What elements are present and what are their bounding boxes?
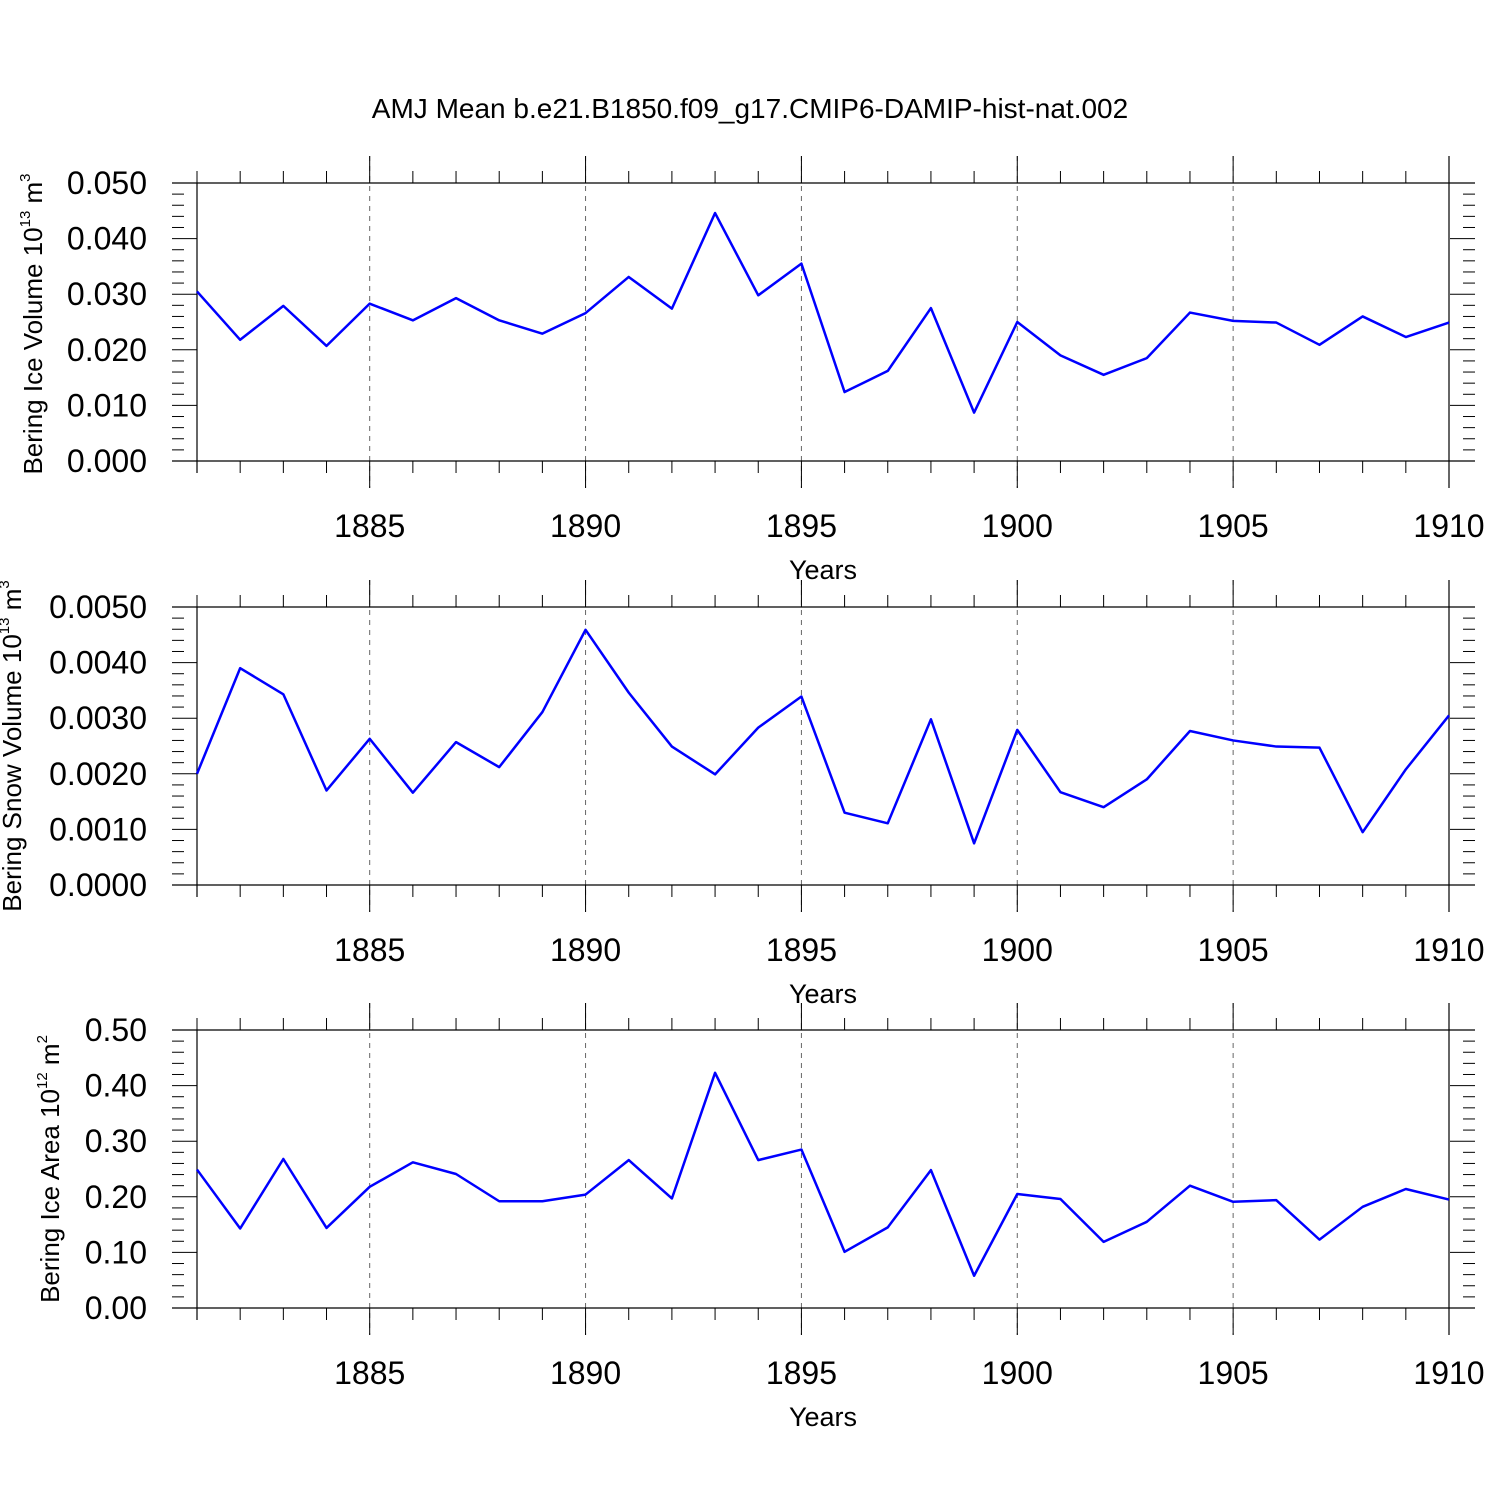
y-tick-label: 0.0020	[49, 756, 147, 792]
y-axis-label-unit-exponent: 3	[0, 580, 13, 588]
x-tick-label: 1890	[550, 1355, 621, 1391]
x-tick-label: 1905	[1198, 932, 1269, 968]
y-axis-label-text: Bering Ice Area 10	[35, 1089, 65, 1303]
chart-panel-1: 0.000 0.010 0.020 0.030 0.040 0.050 1885 1890 18…	[17, 156, 1485, 585]
panels: 0.000 0.010 0.020 0.030 0.040 0.050 1885 1890 18…	[0, 156, 1485, 1432]
series-line	[195, 628, 1450, 845]
x-tick-label: 1900	[982, 932, 1053, 968]
y-tick-label: 0.0050	[49, 589, 147, 625]
y-tick-label: 0.010	[67, 387, 147, 423]
y-axis-label-exponent: 13	[0, 618, 13, 635]
y-tick-label: 0.030	[67, 276, 147, 312]
y-tick-label: 0.0010	[49, 811, 147, 847]
y-axis-label-unit: m	[35, 1043, 65, 1072]
y-tick-label: 0.020	[67, 332, 147, 368]
x-tick-label: 1910	[1413, 932, 1484, 968]
y-axis-label-unit-exponent: 2	[34, 1035, 51, 1043]
y-axis-label: Bering Ice Area 1012 m2	[34, 1035, 65, 1303]
y-axis-label-exponent: 12	[34, 1072, 51, 1089]
y-tick-label: 0.30	[85, 1123, 147, 1159]
series-line	[195, 1071, 1450, 1277]
y-tick-label: 0.20	[85, 1179, 147, 1215]
x-tick-label: 1910	[1413, 508, 1484, 544]
y-axis-label: Bering Snow Volume 1013 m3	[0, 580, 27, 911]
figure-title: AMJ Mean b.e21.B1850.f09_g17.CMIP6-DAMIP…	[372, 93, 1128, 124]
y-tick-label: 0.000	[67, 443, 147, 479]
y-axis-label-exponent: 13	[17, 211, 34, 228]
x-tick-label: 1885	[334, 508, 405, 544]
x-tick-label: 1895	[766, 932, 837, 968]
y-axis-label-unit: m	[0, 589, 27, 618]
x-tick-label: 1905	[1198, 508, 1269, 544]
y-tick-label: 0.040	[67, 221, 147, 257]
y-tick-label: 0.10	[85, 1234, 147, 1270]
x-tick-label: 1895	[766, 508, 837, 544]
x-tick-label: 1900	[982, 1355, 1053, 1391]
chart-panel-2: 0.0000 0.0010 0.0020 0.0030 0.0040 0.0050 1885…	[0, 580, 1485, 1009]
chart-panel-3: 0.00 0.10 0.20 0.30 0.40 0.50 1885 1890 1895 1900…	[34, 1003, 1485, 1432]
x-axis-label: Years	[789, 979, 857, 1009]
y-tick-label: 0.0000	[49, 867, 147, 903]
y-tick-label: 0.050	[67, 165, 147, 201]
x-axis-label: Years	[789, 555, 857, 585]
x-tick-label: 1885	[334, 1355, 405, 1391]
x-tick-label: 1885	[334, 932, 405, 968]
x-tick-label: 1895	[766, 1355, 837, 1391]
x-tick-label: 1905	[1198, 1355, 1269, 1391]
y-tick-label: 0.0030	[49, 700, 147, 736]
x-axis-label: Years	[789, 1402, 857, 1432]
y-tick-label: 0.0040	[49, 645, 147, 681]
x-tick-label: 1890	[550, 932, 621, 968]
x-tick-label: 1890	[550, 508, 621, 544]
y-axis-label-text: Bering Ice Volume 10	[18, 227, 48, 474]
series-line	[196, 211, 1450, 414]
y-axis-label-unit: m	[18, 182, 48, 211]
y-axis-label-text: Bering Snow Volume 10	[0, 634, 27, 912]
y-axis-label-unit-exponent: 3	[17, 173, 34, 181]
y-tick-label: 0.40	[85, 1068, 147, 1104]
x-tick-label: 1900	[982, 508, 1053, 544]
y-tick-label: 0.00	[85, 1290, 147, 1326]
x-tick-label: 1910	[1413, 1355, 1484, 1391]
y-tick-label: 0.50	[85, 1012, 147, 1048]
y-axis-label: Bering Ice Volume 1013 m3	[17, 173, 48, 474]
